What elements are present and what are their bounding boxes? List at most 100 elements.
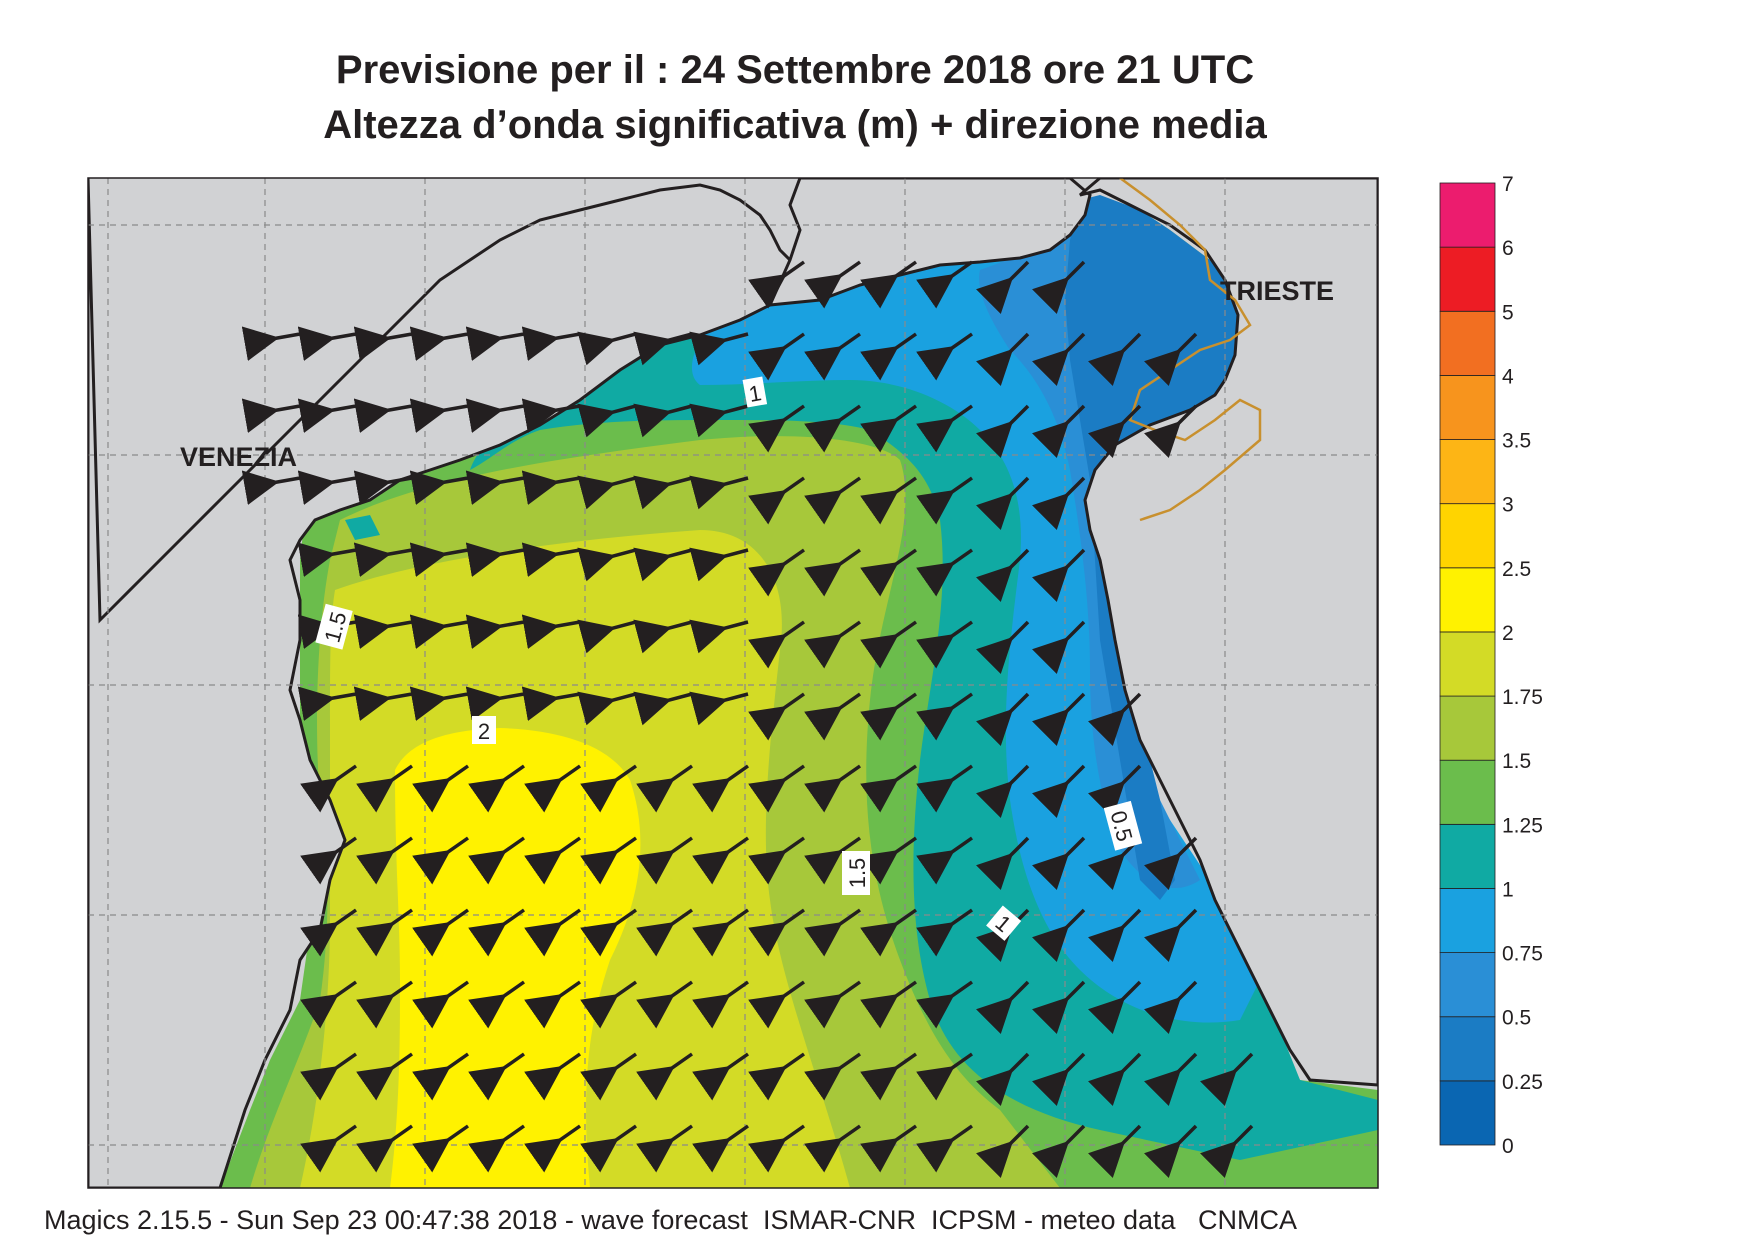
wave-arrow	[860, 1052, 918, 1101]
wave-arrow	[692, 1124, 750, 1173]
legend-tick-label: 3.5	[1502, 430, 1531, 453]
wave-arrow	[580, 980, 638, 1029]
wave-arrow	[353, 614, 413, 649]
wave-arrow	[748, 980, 806, 1029]
legend-tick-label: 1	[1502, 878, 1514, 901]
wave-arrow	[1144, 1124, 1198, 1178]
contour-label-1-north: 1	[747, 380, 763, 407]
place-label-trieste: TRIESTE	[1220, 276, 1334, 306]
wave-arrow	[916, 908, 974, 957]
wave-arrow	[976, 1124, 1030, 1178]
wave-arrow	[409, 398, 469, 433]
place-label-venezia: VENEZIA	[180, 442, 297, 472]
wave-arrow	[356, 1052, 414, 1101]
wave-arrow	[748, 1052, 806, 1101]
wave-arrow	[692, 1052, 750, 1101]
wave-arrow	[412, 1124, 470, 1173]
wave-arrow	[976, 836, 1030, 890]
wave-arrow	[860, 332, 918, 381]
wave-arrow	[916, 692, 974, 741]
wave-arrow	[916, 980, 974, 1029]
legend-swatch	[1439, 823, 1496, 889]
wave-arrow	[297, 686, 357, 721]
wave-arrow	[1032, 332, 1086, 386]
wave-arrow	[689, 475, 749, 510]
wave-arrow	[1088, 332, 1142, 386]
wave-arrow	[636, 764, 694, 813]
legend-tick-label: 7	[1502, 173, 1514, 196]
wave-arrow	[748, 260, 806, 309]
wave-arrow	[636, 908, 694, 957]
wave-arrow	[689, 619, 749, 654]
wave-arrow	[1088, 692, 1142, 746]
wave-arrow	[1088, 764, 1142, 818]
legend-tick-label: 4	[1502, 365, 1514, 388]
legend-tick-label: 0.75	[1502, 943, 1543, 966]
wave-arrow	[804, 692, 862, 741]
wave-arrow	[1032, 620, 1086, 674]
wave-arrow	[976, 980, 1030, 1034]
wave-arrow	[804, 1052, 862, 1101]
wave-arrow	[297, 542, 357, 577]
wave-arrow	[804, 620, 862, 669]
wave-arrow	[748, 332, 806, 381]
wave-arrow	[692, 980, 750, 1029]
wave-arrow	[1144, 836, 1198, 890]
wave-arrow	[748, 404, 806, 453]
legend-swatch	[1439, 1016, 1496, 1082]
wave-arrow	[356, 980, 414, 1029]
wave-arrow	[468, 1052, 526, 1101]
wave-arrow	[633, 475, 693, 510]
footer-credits: Magics 2.15.5 - Sun Sep 23 00:47:38 2018…	[44, 1205, 1298, 1235]
wave-arrow	[580, 1052, 638, 1101]
wave-arrow	[1032, 980, 1086, 1034]
legend-tick-label: 3	[1502, 494, 1514, 517]
title-line-1: Previsione per il : 24 Settembre 2018 or…	[335, 48, 1255, 92]
legend-swatch	[1439, 631, 1496, 697]
legend-swatch	[1439, 246, 1496, 312]
wave-arrow	[353, 326, 413, 361]
wave-arrow	[860, 980, 918, 1029]
wave-arrow	[692, 908, 750, 957]
wave-arrow	[804, 548, 862, 597]
wave-arrow	[860, 404, 918, 453]
wave-arrow	[524, 1052, 582, 1101]
wave-arrow	[976, 692, 1030, 746]
wave-arrow	[916, 476, 974, 525]
wave-arrow	[1088, 980, 1142, 1034]
wave-arrow	[860, 764, 918, 813]
legend-tick-label: 0.5	[1502, 1007, 1531, 1030]
wave-arrow	[241, 398, 301, 433]
coast-istria	[1079, 178, 1378, 1087]
wave-arrow	[916, 404, 974, 453]
wave-arrow	[804, 908, 862, 957]
wave-arrow	[524, 764, 582, 813]
wave-arrow	[636, 980, 694, 1029]
wave-arrow	[580, 908, 638, 957]
wave-arrow	[1200, 1052, 1254, 1106]
legend-swatch	[1439, 310, 1496, 376]
wave-arrow	[409, 470, 469, 505]
wave-arrow	[976, 620, 1030, 674]
wave-arrow	[409, 326, 469, 361]
wave-arrow	[353, 686, 413, 721]
wave-arrow	[1032, 476, 1086, 530]
wave-arrow	[748, 764, 806, 813]
wave-arrow	[468, 836, 526, 885]
wave-arrow	[636, 1052, 694, 1101]
wave-arrow	[916, 548, 974, 597]
wave-arrow	[580, 764, 638, 813]
legend-swatch	[1439, 695, 1496, 761]
wave-arrow	[1088, 1124, 1142, 1178]
wave-arrow	[465, 614, 525, 649]
wave-arrow	[633, 403, 693, 438]
wave-arrow	[804, 1124, 862, 1173]
contour-label-1-5-center: 1.5	[845, 858, 870, 889]
wave-arrow	[521, 398, 581, 433]
wave-arrow	[465, 398, 525, 433]
wave-arrow	[577, 619, 637, 654]
wave-arrow	[524, 908, 582, 957]
legend-swatch	[1439, 952, 1496, 1018]
legend-tick-label: 1.5	[1502, 750, 1531, 773]
